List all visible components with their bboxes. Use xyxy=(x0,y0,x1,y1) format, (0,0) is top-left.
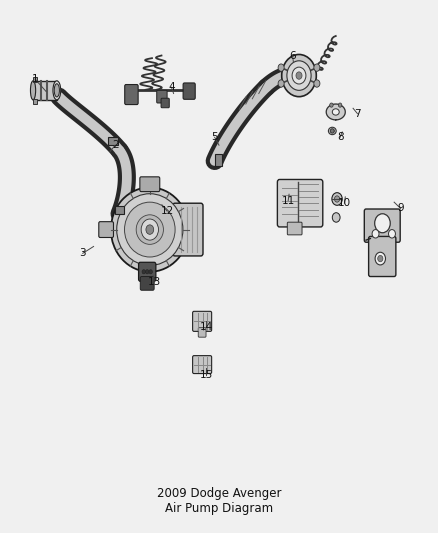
Circle shape xyxy=(149,270,152,274)
Circle shape xyxy=(314,80,320,87)
Text: 2009 Dodge Avenger: 2009 Dodge Avenger xyxy=(157,487,281,500)
Bar xyxy=(115,206,124,214)
Text: 5: 5 xyxy=(212,132,218,142)
Text: 3: 3 xyxy=(79,248,86,259)
FancyBboxPatch shape xyxy=(198,328,206,337)
Circle shape xyxy=(332,192,342,205)
FancyBboxPatch shape xyxy=(364,209,400,242)
Text: 11: 11 xyxy=(282,196,295,206)
Bar xyxy=(108,137,118,145)
FancyBboxPatch shape xyxy=(140,277,154,290)
FancyBboxPatch shape xyxy=(125,85,138,104)
Ellipse shape xyxy=(111,188,189,272)
FancyBboxPatch shape xyxy=(173,203,203,256)
Circle shape xyxy=(378,255,383,262)
Circle shape xyxy=(331,129,334,133)
Bar xyxy=(33,77,37,82)
FancyBboxPatch shape xyxy=(183,83,195,99)
Circle shape xyxy=(292,67,306,84)
Bar xyxy=(215,154,222,166)
Text: 10: 10 xyxy=(338,198,351,208)
Ellipse shape xyxy=(31,81,35,100)
Circle shape xyxy=(146,225,154,235)
Ellipse shape xyxy=(54,84,60,97)
Circle shape xyxy=(142,270,145,274)
Text: 13: 13 xyxy=(148,277,161,287)
Text: 2: 2 xyxy=(112,140,119,150)
Text: 6: 6 xyxy=(289,51,296,61)
Circle shape xyxy=(338,103,342,107)
Ellipse shape xyxy=(136,215,163,244)
Ellipse shape xyxy=(53,81,61,100)
Circle shape xyxy=(332,213,340,222)
Circle shape xyxy=(282,54,316,96)
FancyBboxPatch shape xyxy=(140,177,160,191)
Circle shape xyxy=(335,196,339,202)
Circle shape xyxy=(374,214,390,233)
Ellipse shape xyxy=(330,129,335,133)
Polygon shape xyxy=(326,104,345,120)
Bar xyxy=(33,81,57,100)
Circle shape xyxy=(145,270,149,274)
Circle shape xyxy=(296,72,302,79)
FancyBboxPatch shape xyxy=(193,356,212,374)
Circle shape xyxy=(330,103,333,107)
Circle shape xyxy=(278,80,284,87)
Ellipse shape xyxy=(332,109,339,115)
Text: 14: 14 xyxy=(199,322,213,332)
Circle shape xyxy=(287,61,311,90)
Circle shape xyxy=(389,230,396,238)
Text: 8: 8 xyxy=(337,132,343,142)
FancyBboxPatch shape xyxy=(369,237,396,277)
FancyBboxPatch shape xyxy=(193,311,212,332)
FancyBboxPatch shape xyxy=(138,262,156,281)
Circle shape xyxy=(141,219,159,240)
Text: Air Pump Diagram: Air Pump Diagram xyxy=(165,502,273,514)
Text: 4: 4 xyxy=(168,82,175,92)
Text: 15: 15 xyxy=(199,369,213,379)
Bar xyxy=(33,99,37,104)
FancyBboxPatch shape xyxy=(99,222,113,238)
Ellipse shape xyxy=(124,202,175,257)
Circle shape xyxy=(375,252,385,265)
FancyBboxPatch shape xyxy=(287,222,302,235)
Circle shape xyxy=(278,64,284,71)
Text: 12: 12 xyxy=(160,206,174,216)
Text: 9: 9 xyxy=(397,204,404,214)
Text: 1: 1 xyxy=(32,74,39,84)
Circle shape xyxy=(372,230,379,238)
Circle shape xyxy=(314,64,320,71)
FancyBboxPatch shape xyxy=(277,180,323,227)
Ellipse shape xyxy=(117,193,183,265)
FancyBboxPatch shape xyxy=(161,98,169,108)
Ellipse shape xyxy=(328,127,336,135)
Text: 7: 7 xyxy=(354,109,361,118)
FancyBboxPatch shape xyxy=(157,90,167,103)
